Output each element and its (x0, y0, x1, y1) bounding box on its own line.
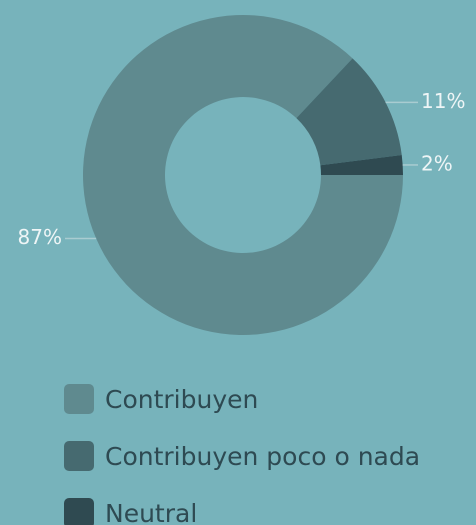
legend-label: Contribuyen (105, 385, 258, 414)
slice (320, 154, 403, 175)
legend-label: Contribuyen poco o nada (105, 442, 420, 471)
value-label: 2% (421, 151, 453, 175)
value-label: 87% (18, 225, 62, 249)
legend-swatch (64, 498, 94, 525)
value-label: 11% (421, 89, 465, 113)
legend-swatch (64, 441, 94, 471)
slice (296, 58, 402, 166)
legend-swatch (64, 384, 94, 414)
slice (82, 14, 403, 336)
legend-label: Neutral (105, 499, 197, 525)
